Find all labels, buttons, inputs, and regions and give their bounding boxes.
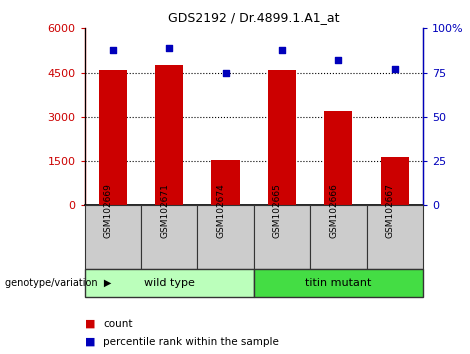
Bar <box>268 70 296 205</box>
Text: GSM102669: GSM102669 <box>104 183 113 238</box>
Bar <box>254 269 423 297</box>
Text: count: count <box>103 319 133 329</box>
Text: GSM102666: GSM102666 <box>329 183 338 238</box>
Bar <box>99 70 127 205</box>
Point <box>391 66 399 72</box>
Bar <box>381 156 409 205</box>
Point <box>165 45 173 51</box>
Text: titin mutant: titin mutant <box>305 278 372 288</box>
Text: wild type: wild type <box>144 278 195 288</box>
Title: GDS2192 / Dr.4899.1.A1_at: GDS2192 / Dr.4899.1.A1_at <box>168 11 339 24</box>
Text: ■: ■ <box>85 337 95 347</box>
Bar <box>197 205 254 269</box>
Bar <box>367 205 423 269</box>
Point <box>109 47 117 52</box>
Bar <box>310 205 367 269</box>
Point <box>278 47 286 52</box>
Bar <box>155 65 183 205</box>
Bar <box>85 269 254 297</box>
Bar <box>85 205 141 269</box>
Text: GSM102674: GSM102674 <box>217 183 226 238</box>
Point <box>335 57 342 63</box>
Bar <box>141 205 197 269</box>
Bar <box>212 160 240 205</box>
Text: genotype/variation  ▶: genotype/variation ▶ <box>5 278 111 288</box>
Text: percentile rank within the sample: percentile rank within the sample <box>103 337 279 347</box>
Point <box>222 70 229 75</box>
Text: GSM102671: GSM102671 <box>160 183 169 238</box>
Text: GSM102667: GSM102667 <box>386 183 395 238</box>
Bar <box>254 205 310 269</box>
Bar <box>324 111 352 205</box>
Text: ■: ■ <box>85 319 95 329</box>
Text: GSM102665: GSM102665 <box>273 183 282 238</box>
